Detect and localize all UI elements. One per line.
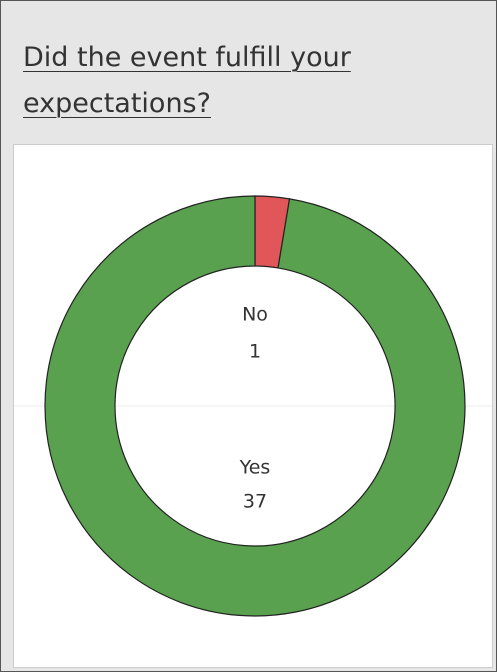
slice-value: 1 <box>249 341 261 363</box>
donut-slice <box>44 195 466 617</box>
slice-value: 37 <box>243 491 267 513</box>
chart: No 1 Yes 37 <box>14 195 492 617</box>
slice-label: No <box>242 304 268 326</box>
chart-panel: No 1 Yes 37 <box>13 144 493 668</box>
chart-title: Did the event fulfill your expectations? <box>23 42 351 119</box>
slice-label: Yes <box>239 457 271 479</box>
